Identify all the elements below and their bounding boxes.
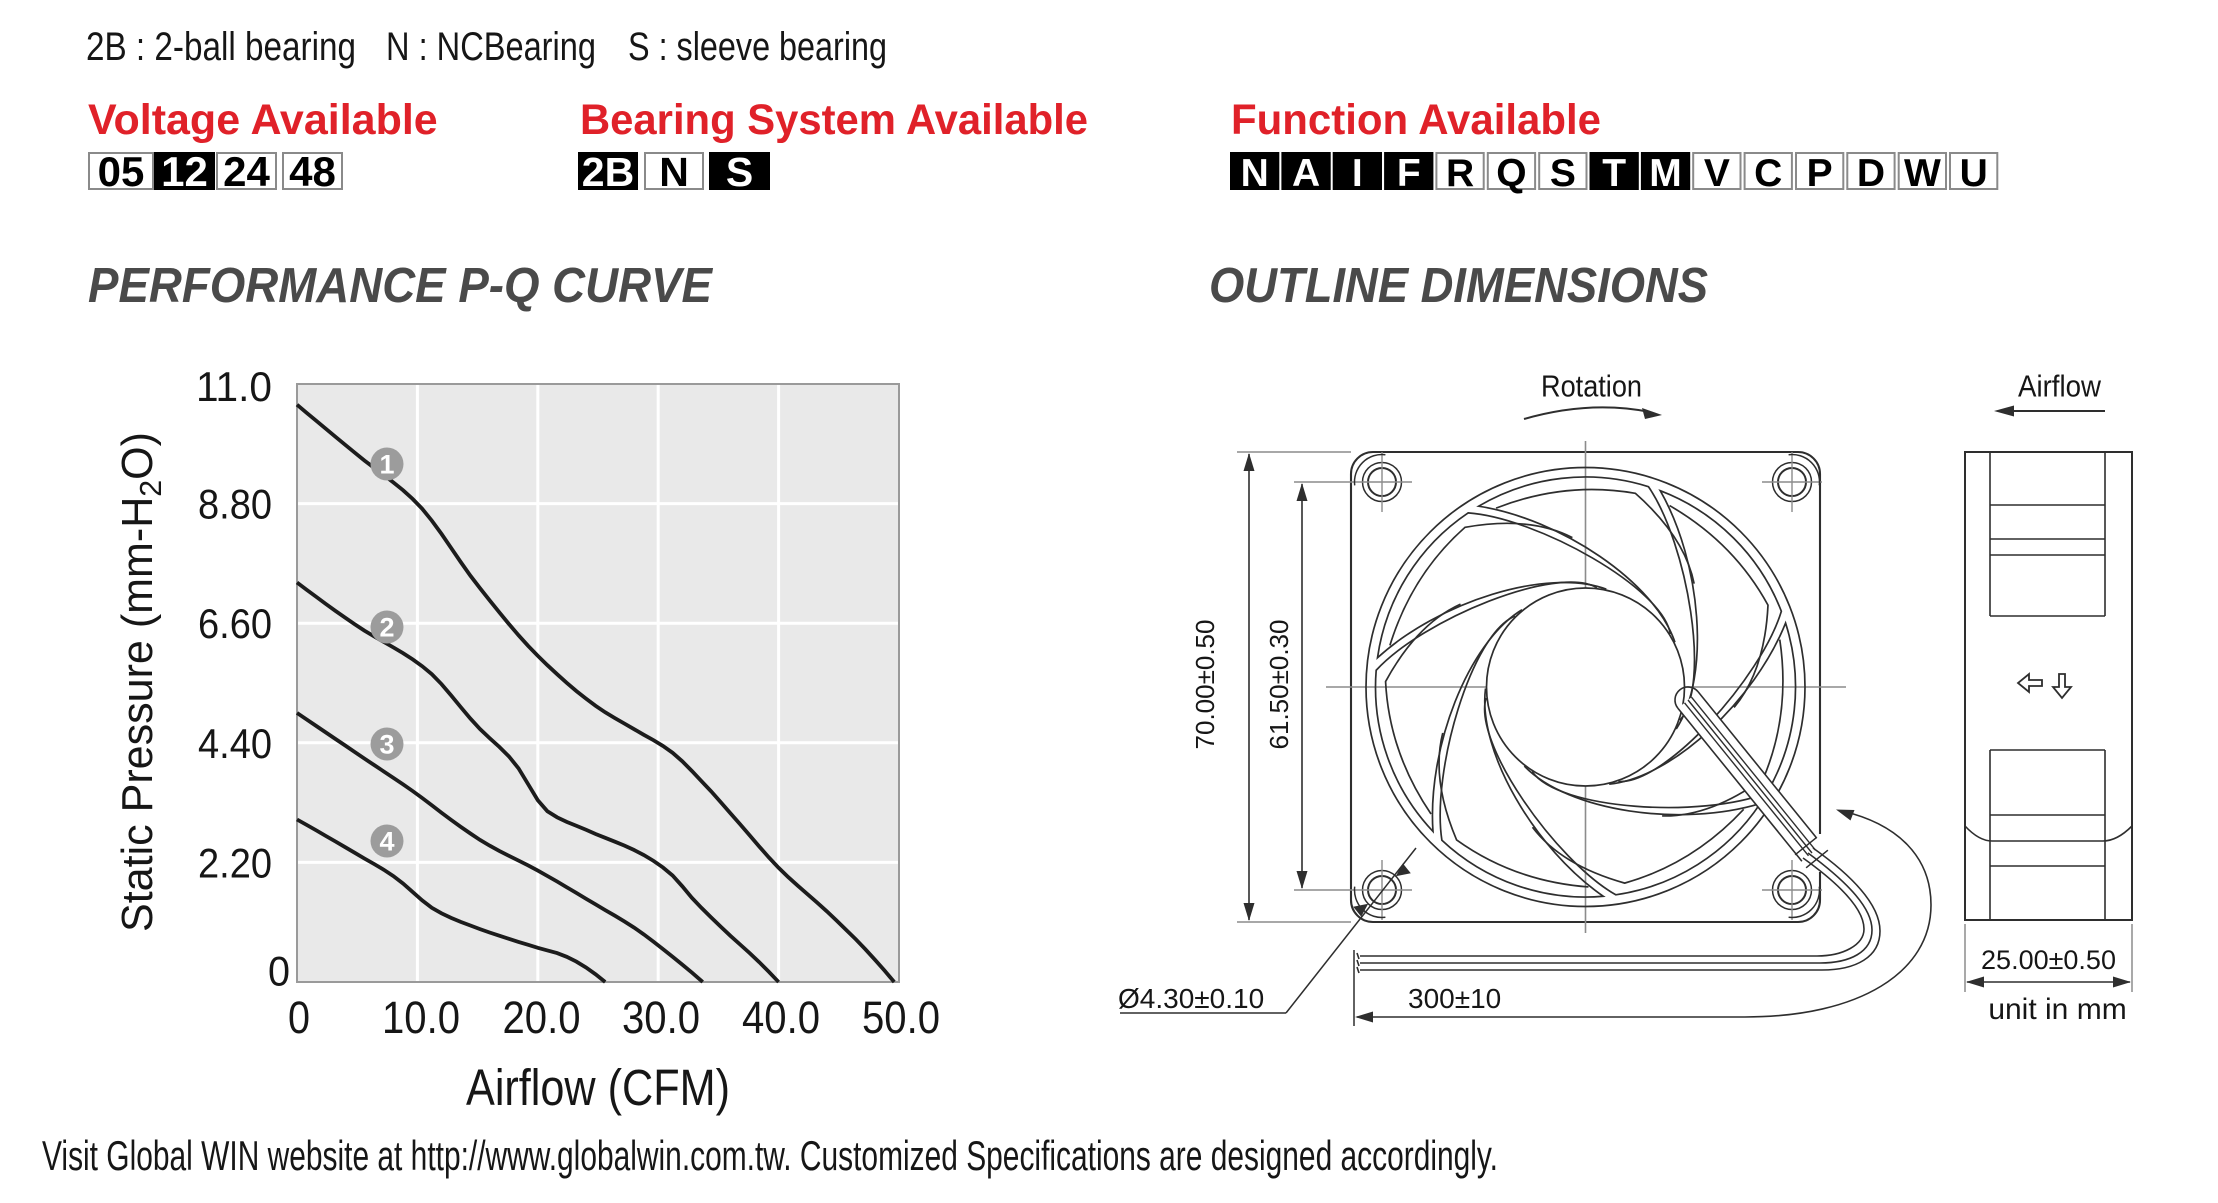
svg-text:20.0: 20.0 [503, 992, 581, 1043]
svg-text:D: D [1857, 152, 1885, 195]
svg-text:U: U [1960, 152, 1988, 195]
svg-text:0: 0 [268, 948, 290, 995]
svg-text:3: 3 [379, 730, 394, 760]
svg-text:OUTLINE DIMENSIONS: OUTLINE DIMENSIONS [1209, 259, 1708, 313]
svg-text:11.0: 11.0 [196, 363, 272, 410]
svg-text:W: W [1904, 152, 1941, 195]
svg-text:T: T [1602, 152, 1626, 195]
svg-text:Ø4.30±0.10: Ø4.30±0.10 [1118, 983, 1264, 1014]
svg-text:N: N [1241, 152, 1269, 195]
svg-text:05: 05 [98, 148, 145, 195]
svg-text:M: M [1649, 152, 1682, 195]
svg-text:Bearing System Available: Bearing System Available [580, 96, 1088, 144]
svg-text:24: 24 [223, 148, 270, 195]
svg-text:50.0: 50.0 [862, 992, 940, 1043]
svg-text:2: 2 [379, 613, 394, 643]
svg-text:30.0: 30.0 [622, 992, 700, 1043]
svg-text:4: 4 [379, 827, 394, 857]
svg-text:61.50±0.30: 61.50±0.30 [1264, 620, 1294, 750]
svg-text:1: 1 [379, 450, 394, 480]
svg-text:Static Pressure (mm-H2O): Static Pressure (mm-H2O) [113, 432, 168, 932]
svg-text:40.0: 40.0 [742, 992, 820, 1043]
svg-text:6.60: 6.60 [198, 600, 272, 647]
svg-text:48: 48 [289, 148, 336, 195]
svg-text:Airflow (CFM): Airflow (CFM) [466, 1059, 730, 1116]
svg-text:70.00±0.50: 70.00±0.50 [1190, 620, 1220, 750]
svg-text:2B : 2-ball bearing: 2B : 2-ball bearing [86, 25, 356, 69]
svg-text:4.40: 4.40 [198, 720, 272, 767]
svg-text:C: C [1754, 152, 1782, 195]
svg-text:8.80: 8.80 [198, 481, 272, 528]
svg-text:S: S [1550, 152, 1576, 195]
svg-text:Voltage Available: Voltage Available [88, 96, 438, 144]
svg-text:12: 12 [161, 148, 208, 195]
svg-text:N : NCBearing: N : NCBearing [386, 25, 596, 69]
svg-text:S: S [726, 149, 753, 195]
svg-text:F: F [1397, 152, 1421, 195]
svg-text:10.0: 10.0 [382, 992, 460, 1043]
svg-text:300±10: 300±10 [1408, 983, 1501, 1014]
svg-text:R: R [1446, 152, 1474, 195]
svg-text:Q: Q [1496, 152, 1526, 195]
svg-text:S : sleeve bearing: S : sleeve bearing [628, 25, 887, 69]
svg-text:Function Available: Function Available [1231, 96, 1601, 144]
svg-text:2.20: 2.20 [198, 839, 272, 886]
svg-text:P: P [1807, 152, 1833, 195]
svg-text:N: N [659, 149, 689, 195]
svg-text:PERFORMANCE P-Q CURVE: PERFORMANCE P-Q CURVE [88, 259, 713, 313]
svg-text:Visit Global WIN website at ht: Visit Global WIN website at http://www.g… [42, 1132, 1498, 1179]
svg-text:25.00±0.50: 25.00±0.50 [1981, 945, 2116, 975]
svg-text:V: V [1704, 152, 1730, 195]
svg-text:Rotation: Rotation [1541, 369, 1642, 404]
svg-text:2B: 2B [582, 149, 634, 195]
svg-text:I: I [1352, 152, 1363, 195]
svg-text:A: A [1292, 152, 1320, 195]
svg-text:unit in mm: unit in mm [1988, 993, 2126, 1026]
svg-text:Airflow: Airflow [2018, 369, 2102, 404]
svg-text:0: 0 [288, 992, 310, 1043]
